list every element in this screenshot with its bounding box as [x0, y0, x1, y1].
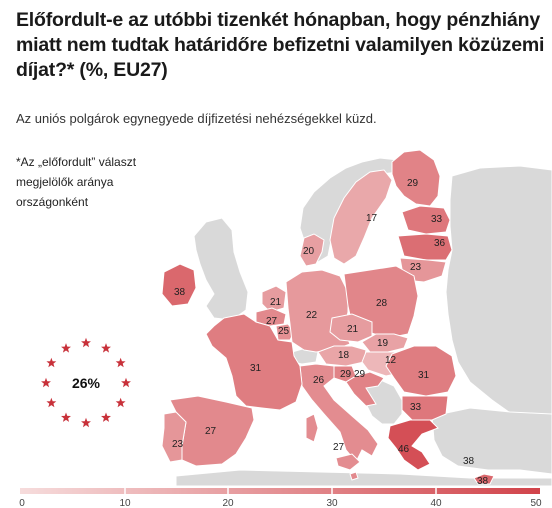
country-fr[interactable] — [205, 313, 303, 411]
label-si: 29 — [340, 369, 352, 380]
eu-star — [101, 343, 111, 353]
country-it-sicily[interactable] — [335, 453, 361, 471]
label-gr: 46 — [398, 444, 410, 455]
eu-star — [61, 412, 71, 422]
label-be: 27 — [266, 316, 278, 327]
label-it: 26 — [313, 375, 325, 386]
eu-average-badge: 26% — [41, 337, 131, 428]
footnote-line-2: megjelölők aránya — [16, 175, 114, 189]
label-hu: 12 — [385, 355, 397, 366]
label-lv: 36 — [434, 238, 446, 249]
eu-star — [101, 412, 111, 422]
country-cz[interactable] — [329, 313, 373, 343]
legend-gradient-bar — [20, 488, 540, 494]
footnote-line-3: országonként — [16, 195, 89, 209]
legend-tick-10: 10 — [119, 498, 131, 508]
footnote-line-1: *Az „előfordult” választ — [16, 155, 137, 169]
color-legend: 0 10 20 30 40 50 — [19, 486, 542, 508]
label-ro: 31 — [418, 370, 430, 381]
label-dk: 20 — [303, 246, 315, 257]
country-it[interactable] — [299, 363, 379, 463]
russia-belarus-ukraine-shape — [445, 165, 552, 431]
eu-star — [115, 357, 126, 368]
country-lv[interactable] — [397, 233, 453, 261]
legend-tick-20: 20 — [222, 498, 234, 508]
map-title: Előfordult-e az utóbbi tizenkét hónapban… — [16, 9, 545, 81]
label-nl: 21 — [270, 297, 282, 308]
eu-average-value: 26% — [72, 375, 101, 391]
eu-star — [121, 377, 131, 388]
label-lt: 23 — [410, 262, 422, 273]
label-at: 18 — [338, 350, 350, 361]
country-it-sardinia[interactable] — [305, 413, 319, 443]
label-fi: 29 — [407, 178, 419, 189]
label-ee: 33 — [431, 214, 443, 225]
eu-star — [81, 417, 91, 428]
balkans-shape — [359, 377, 403, 425]
label-bg: 33 — [410, 402, 422, 413]
label-cy: 38 — [477, 476, 489, 487]
country-nl[interactable] — [261, 285, 287, 313]
country-dk[interactable] — [299, 233, 325, 267]
country-cy[interactable] — [473, 473, 495, 485]
label-mt: 27 — [333, 442, 345, 453]
label-sk: 19 — [377, 338, 389, 349]
eu-countries — [161, 149, 495, 485]
legend-tick-50: 50 — [530, 498, 542, 508]
legend-tick-40: 40 — [430, 498, 442, 508]
label-cy-callout: 38 — [463, 456, 475, 467]
eu-stars-icon — [41, 337, 131, 428]
country-ie[interactable] — [161, 263, 197, 307]
eu-star — [46, 397, 57, 408]
country-mt[interactable] — [349, 471, 359, 481]
north-africa-shape — [175, 469, 552, 487]
country-se[interactable] — [329, 169, 393, 265]
label-de: 22 — [306, 310, 318, 321]
label-ie: 38 — [174, 287, 186, 298]
eu-star — [115, 397, 126, 408]
country-pt[interactable] — [161, 411, 187, 463]
label-pt: 23 — [172, 439, 184, 450]
great-britain-shape — [193, 217, 249, 321]
map-subtitle: Az uniós polgárok egynegyede díjfizetési… — [16, 111, 377, 126]
country-fi[interactable] — [391, 149, 441, 207]
eu-star — [61, 343, 71, 353]
country-gr[interactable] — [387, 419, 439, 471]
footnote: *Az „előfordult” választ megjelölők arán… — [16, 152, 146, 212]
eu-star — [46, 357, 57, 368]
legend-tick-0: 0 — [19, 498, 25, 508]
eu-star — [41, 377, 51, 388]
label-lu: 25 — [278, 326, 290, 337]
legend-tick-30: 30 — [326, 498, 338, 508]
turkey-shape — [431, 407, 552, 475]
eu-star — [81, 337, 91, 348]
country-bg[interactable] — [401, 395, 449, 421]
label-se: 17 — [366, 213, 378, 224]
label-fr: 31 — [250, 363, 262, 374]
country-ee[interactable] — [401, 205, 451, 235]
label-es: 27 — [205, 426, 217, 437]
label-hr: 29 — [354, 369, 366, 380]
value-labels: 29 17 33 36 23 20 38 21 27 25 22 28 21 1… — [172, 178, 489, 487]
non-eu-land — [175, 157, 552, 487]
country-ro[interactable] — [385, 345, 457, 397]
label-pl: 28 — [376, 298, 388, 309]
label-cz: 21 — [347, 324, 359, 335]
country-hr[interactable] — [345, 371, 385, 407]
